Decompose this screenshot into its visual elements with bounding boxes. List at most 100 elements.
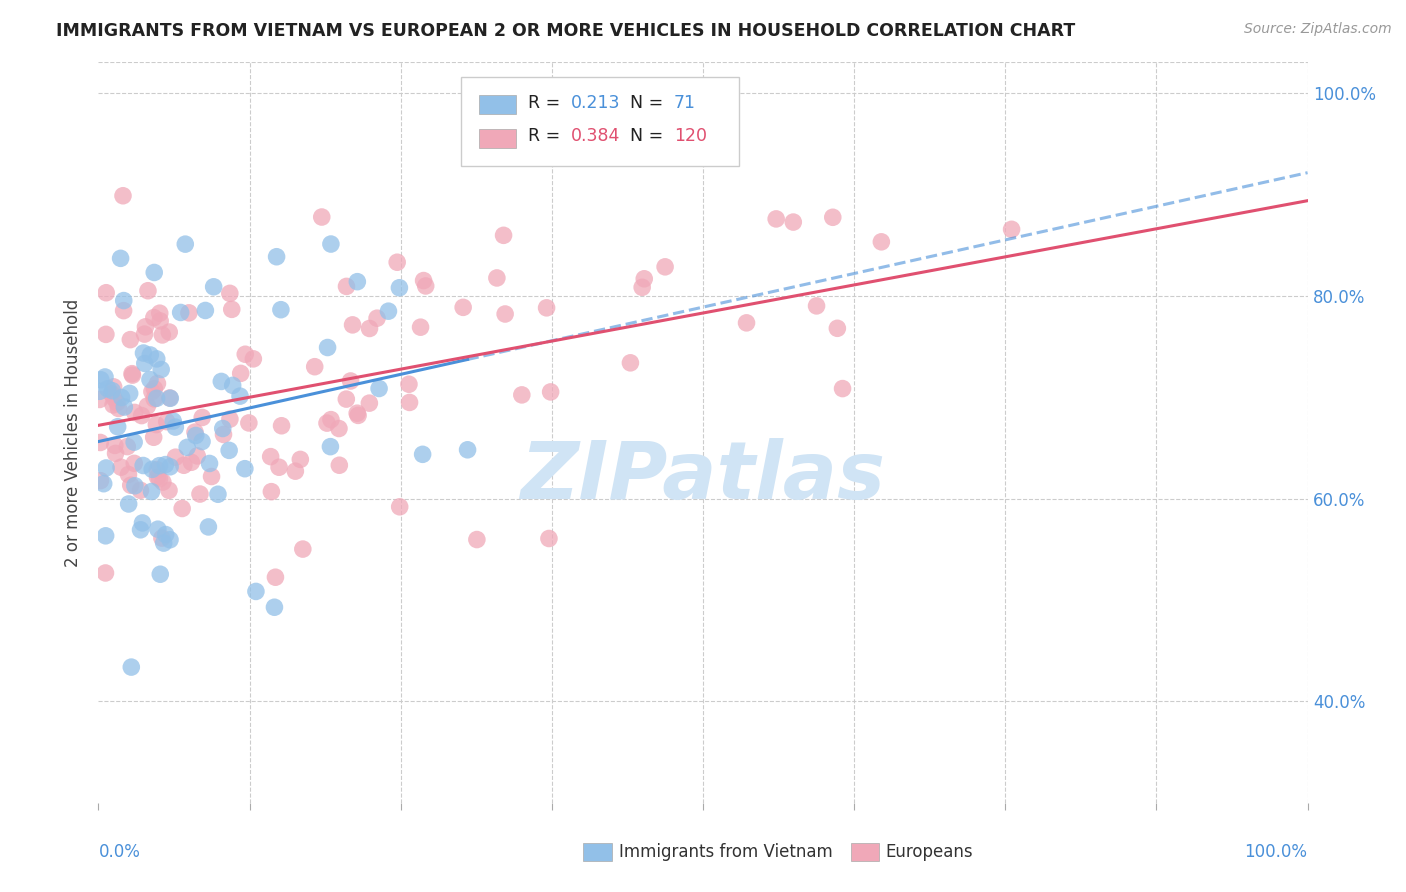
Point: [165, 450, 187, 465]
Point: [221, 302, 243, 317]
Point: [219, 412, 242, 426]
Point: [218, 286, 240, 301]
Point: [319, 237, 342, 252]
Text: 0.384: 0.384: [571, 128, 620, 145]
Point: [221, 378, 243, 392]
Point: [157, 325, 180, 339]
Point: [270, 418, 292, 433]
Point: [118, 386, 141, 401]
Point: [242, 351, 264, 366]
Point: [169, 305, 191, 319]
Point: [388, 281, 411, 295]
Point: [134, 319, 156, 334]
Point: [105, 395, 128, 409]
Point: [117, 467, 139, 482]
Point: [346, 406, 368, 420]
Point: [159, 391, 181, 405]
Point: [124, 479, 146, 493]
Text: N =: N =: [630, 128, 669, 145]
Text: N =: N =: [630, 95, 669, 112]
Point: [212, 427, 235, 442]
Point: [870, 235, 893, 249]
Point: [266, 250, 288, 264]
Point: [143, 382, 166, 396]
Text: Immigrants from Vietnam: Immigrants from Vietnam: [619, 843, 832, 861]
Point: [97, 382, 120, 396]
Point: [136, 399, 159, 413]
Point: [94, 566, 117, 580]
Text: 0.0%: 0.0%: [98, 843, 141, 861]
Point: [540, 384, 562, 399]
Point: [141, 484, 163, 499]
Point: [536, 301, 558, 315]
Point: [141, 462, 163, 476]
Point: [159, 459, 181, 474]
FancyBboxPatch shape: [461, 78, 740, 166]
Point: [134, 356, 156, 370]
Point: [148, 472, 170, 486]
Point: [139, 348, 162, 362]
Text: Source: ZipAtlas.com: Source: ZipAtlas.com: [1244, 22, 1392, 37]
Point: [412, 447, 434, 461]
Point: [149, 567, 172, 582]
Text: R =: R =: [527, 128, 565, 145]
Point: [191, 410, 214, 425]
Point: [537, 532, 560, 546]
Point: [735, 316, 758, 330]
Point: [412, 274, 434, 288]
Point: [104, 438, 127, 452]
Point: [129, 483, 152, 498]
Point: [174, 237, 197, 252]
Point: [150, 531, 173, 545]
Text: Europeans: Europeans: [886, 843, 973, 861]
Point: [146, 470, 169, 484]
Point: [366, 311, 388, 326]
Point: [197, 520, 219, 534]
Point: [89, 474, 111, 488]
Point: [134, 327, 156, 342]
Point: [619, 356, 641, 370]
Point: [339, 374, 361, 388]
Point: [103, 391, 125, 405]
Point: [827, 321, 849, 335]
Text: 120: 120: [673, 128, 707, 145]
Point: [211, 421, 233, 435]
Point: [150, 362, 173, 376]
Text: R =: R =: [527, 95, 565, 112]
Point: [129, 523, 152, 537]
Point: [290, 452, 312, 467]
Point: [335, 392, 357, 406]
Point: [89, 384, 111, 399]
Point: [165, 420, 187, 434]
Point: [188, 487, 211, 501]
Point: [359, 396, 381, 410]
Point: [194, 303, 217, 318]
Point: [176, 441, 198, 455]
Point: [184, 425, 207, 439]
Point: [806, 299, 828, 313]
Point: [347, 409, 370, 423]
Point: [291, 542, 314, 557]
Point: [159, 533, 181, 547]
Point: [93, 476, 115, 491]
Point: [229, 389, 252, 403]
Point: [117, 440, 139, 454]
Text: IMMIGRANTS FROM VIETNAM VS EUROPEAN 2 OR MORE VEHICLES IN HOUSEHOLD CORRELATION : IMMIGRANTS FROM VIETNAM VS EUROPEAN 2 OR…: [56, 22, 1076, 40]
Point: [388, 500, 411, 514]
Point: [112, 400, 135, 414]
Point: [148, 458, 170, 473]
Point: [90, 373, 112, 387]
Point: [112, 293, 135, 308]
Point: [100, 386, 122, 401]
Point: [96, 285, 118, 300]
Point: [765, 211, 787, 226]
Point: [152, 475, 174, 489]
Point: [110, 252, 132, 266]
Point: [155, 458, 177, 472]
Point: [136, 284, 159, 298]
Text: 0.213: 0.213: [571, 95, 620, 112]
Point: [311, 210, 333, 224]
Point: [191, 434, 214, 449]
Point: [1000, 222, 1022, 236]
Point: [180, 455, 202, 469]
